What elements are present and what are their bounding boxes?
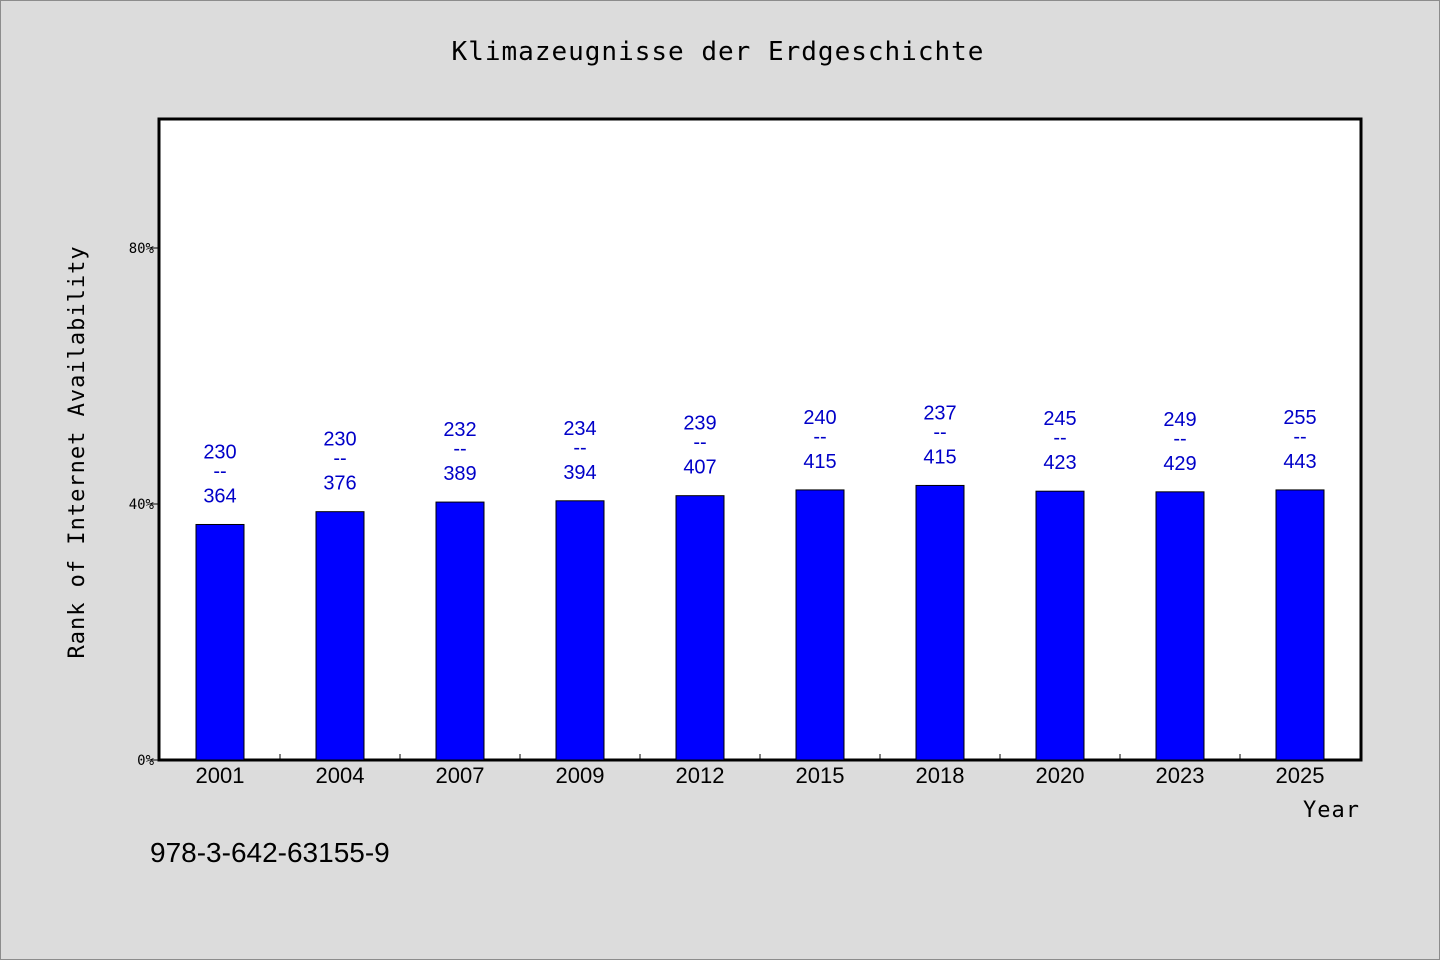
y-tick-label: 0% [137, 753, 154, 769]
x-tick-label: 2018 [916, 763, 965, 788]
x-tick-label: 2015 [796, 763, 845, 788]
bars-group [195, 484, 1325, 761]
data-label-top: 237 [923, 402, 956, 424]
bar [555, 500, 605, 761]
x-axis-label: Year [1303, 798, 1360, 823]
data-label-separator: -- [1293, 426, 1306, 448]
data-label-top: 230 [203, 441, 236, 463]
data-label-top: 232 [443, 419, 476, 441]
bar [1155, 491, 1205, 761]
data-label-separator: -- [693, 432, 706, 454]
x-tick-label: 2012 [676, 763, 725, 788]
data-label-separator: -- [453, 438, 466, 460]
data-label-separator: -- [213, 460, 226, 482]
data-label-bottom: 364 [203, 485, 236, 507]
chart-title: Klimazeugnisse der Erdgeschichte [452, 37, 985, 67]
data-label-top: 239 [683, 413, 716, 435]
data-label-bottom: 415 [923, 446, 956, 468]
x-tick-label: 2004 [316, 763, 365, 788]
data-labels-group: 364--230376--230389--232394--234407--239… [203, 402, 1316, 507]
data-label-top: 245 [1043, 408, 1076, 430]
bar [1275, 489, 1325, 761]
data-label-separator: -- [1053, 427, 1066, 449]
data-label-top: 234 [563, 418, 596, 440]
data-label-separator: -- [333, 448, 346, 470]
data-label-bottom: 423 [1043, 452, 1076, 474]
isbn-text: 978-3-642-63155-9 [150, 837, 390, 868]
bar [795, 489, 845, 761]
x-tick-label: 2020 [1036, 763, 1085, 788]
data-label-top: 249 [1163, 409, 1196, 431]
data-label-bottom: 376 [323, 473, 356, 495]
data-label-separator: -- [813, 426, 826, 448]
data-label-top: 240 [803, 407, 836, 429]
bar [315, 511, 365, 761]
bar [435, 501, 485, 761]
data-label-separator: -- [573, 437, 586, 459]
data-label-bottom: 429 [1163, 453, 1196, 475]
x-tick-label: 2001 [196, 763, 245, 788]
data-label-separator: -- [933, 421, 946, 443]
data-label-bottom: 407 [683, 457, 716, 479]
x-tick-label: 2009 [556, 763, 605, 788]
ticks-group: 0% 40% 80% 2001 2004 2007 2009 2012 2015 2018 2020… [129, 241, 1325, 788]
x-tick-label: 2025 [1276, 763, 1325, 788]
bar [195, 523, 245, 761]
data-label-bottom: 443 [1283, 451, 1316, 473]
data-label-separator: -- [1173, 428, 1186, 450]
bar [675, 495, 725, 761]
bar [1035, 490, 1085, 761]
data-label-bottom: 394 [563, 462, 596, 484]
y-axis-label: Rank of Internet Availability [65, 245, 90, 658]
data-label-top: 255 [1283, 407, 1316, 429]
y-tick-label: 80% [129, 241, 155, 257]
x-tick-label: 2023 [1156, 763, 1205, 788]
data-label-top: 230 [323, 429, 356, 451]
bar [915, 484, 965, 761]
data-label-bottom: 415 [803, 451, 836, 473]
x-tick-label: 2007 [436, 763, 485, 788]
y-tick-label: 40% [129, 497, 155, 513]
data-label-bottom: 389 [443, 463, 476, 485]
